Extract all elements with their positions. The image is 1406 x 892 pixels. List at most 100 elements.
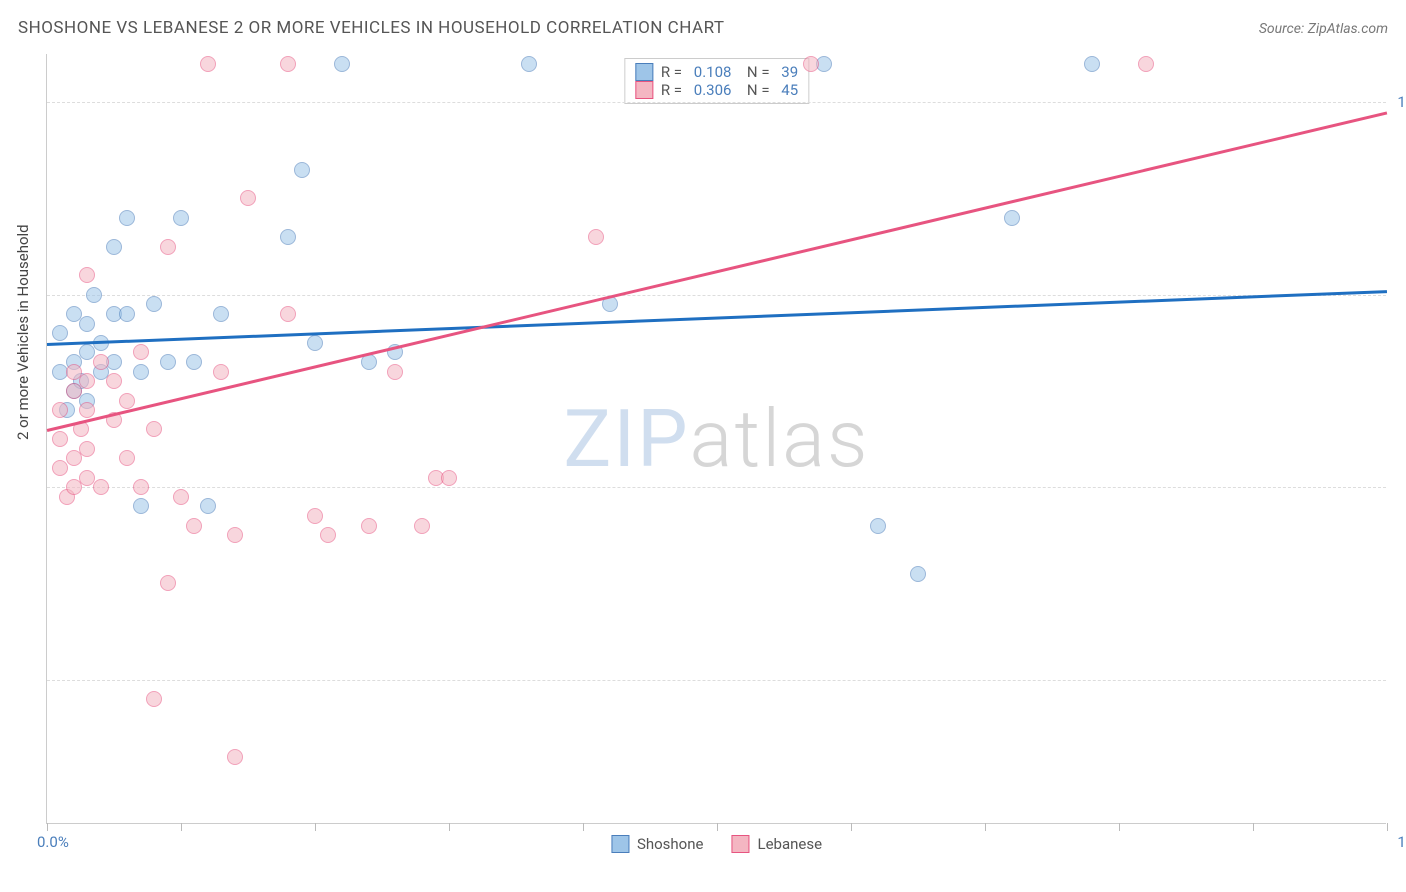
data-point [294,162,310,178]
swatch-lebanese-bottom [731,835,749,853]
scatter-plot: ZIPatlas R = 0.108 N = 39 R = 0.306 N = … [46,54,1386,824]
trend-line [47,112,1388,432]
data-point [93,354,109,370]
data-point [79,267,95,283]
data-point [146,691,162,707]
legend-label-shoshone: Shoshone [637,835,704,853]
data-point [280,229,296,245]
data-point [870,518,886,534]
data-point [1004,210,1020,226]
gridline [47,680,1386,681]
data-point [227,749,243,765]
x-tick [717,823,718,831]
data-point [52,431,68,447]
data-point [320,527,336,543]
x-axis-min-label: 0.0% [37,833,69,851]
y-axis-title: 2 or more Vehicles in Household [14,224,32,440]
x-tick [315,823,316,831]
n-value-shoshone: 39 [781,63,798,81]
data-point [200,56,216,72]
data-point [119,450,135,466]
data-point [1138,56,1154,72]
r-value-lebanese: 0.306 [694,81,732,99]
data-point [79,373,95,389]
data-point [133,344,149,360]
trend-line [47,290,1387,345]
chart-header: SHOSHONE VS LEBANESE 2 OR MORE VEHICLES … [18,18,1388,38]
data-point [119,210,135,226]
data-point [146,296,162,312]
legend-row-shoshone: R = 0.108 N = 39 [635,63,798,81]
data-point [280,306,296,322]
gridline [47,487,1386,488]
data-point [387,364,403,380]
r-value-shoshone: 0.108 [694,63,732,81]
data-point [79,316,95,332]
data-point [588,229,604,245]
data-point [307,335,323,351]
series-legend: Shoshone Lebanese [611,835,822,853]
data-point [361,518,377,534]
swatch-shoshone [635,63,653,81]
x-tick [1387,823,1388,831]
data-point [119,306,135,322]
data-point [910,566,926,582]
y-tick-label: 100.0% [1397,93,1406,111]
data-point [133,364,149,380]
gridline [47,102,1386,103]
data-point [213,364,229,380]
gridline [47,295,1386,296]
chart-source: Source: ZipAtlas.com [1259,21,1388,37]
x-tick [47,823,48,831]
data-point [173,210,189,226]
data-point [240,190,256,206]
data-point [106,373,122,389]
data-point [307,508,323,524]
data-point [1084,56,1100,72]
watermark-atlas: atlas [690,392,870,486]
swatch-lebanese [635,81,653,99]
data-point [200,498,216,514]
x-tick [1253,823,1254,831]
data-point [119,393,135,409]
data-point [146,421,162,437]
data-point [441,470,457,486]
data-point [160,354,176,370]
data-point [280,56,296,72]
data-point [186,518,202,534]
x-tick [583,823,584,831]
data-point [334,56,350,72]
data-point [414,518,430,534]
n-value-lebanese: 45 [781,81,798,99]
legend-label-lebanese: Lebanese [757,835,822,853]
data-point [52,402,68,418]
x-tick [851,823,852,831]
legend-item-lebanese: Lebanese [731,835,822,853]
data-point [227,527,243,543]
data-point [173,489,189,505]
legend-item-shoshone: Shoshone [611,835,704,853]
data-point [79,441,95,457]
x-tick [1119,823,1120,831]
swatch-shoshone-bottom [611,835,629,853]
x-tick [449,823,450,831]
data-point [803,56,819,72]
data-point [186,354,202,370]
data-point [213,306,229,322]
data-point [521,56,537,72]
data-point [160,239,176,255]
x-tick [985,823,986,831]
data-point [133,479,149,495]
x-axis-max-label: 100.0% [1397,833,1406,851]
watermark-zip: ZIP [563,392,689,486]
watermark: ZIPatlas [563,392,869,486]
data-point [86,287,102,303]
data-point [160,575,176,591]
legend-row-lebanese: R = 0.306 N = 45 [635,81,798,99]
x-tick [181,823,182,831]
correlation-legend: R = 0.108 N = 39 R = 0.306 N = 45 [624,58,809,104]
data-point [93,479,109,495]
chart-title: SHOSHONE VS LEBANESE 2 OR MORE VEHICLES … [18,18,725,38]
data-point [106,239,122,255]
data-point [133,498,149,514]
